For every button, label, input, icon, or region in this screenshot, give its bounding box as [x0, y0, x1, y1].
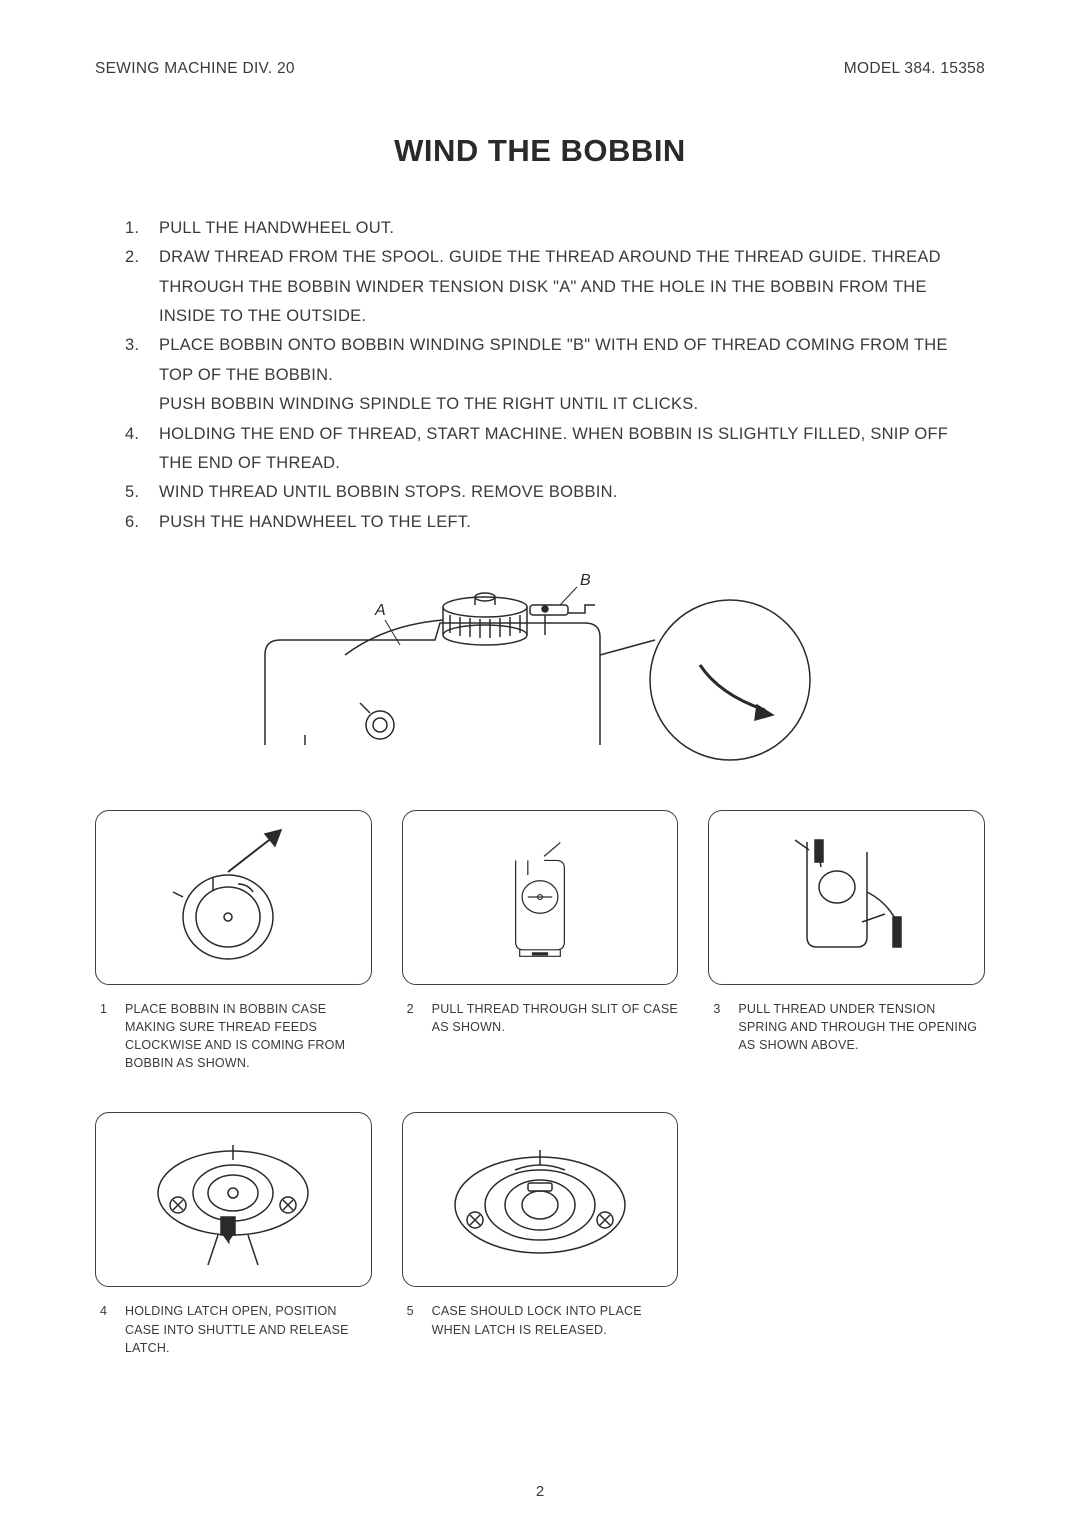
diagram-label-b: B [580, 572, 591, 589]
fig3-illustration [767, 822, 927, 972]
caption-text: PULL THREAD THROUGH SLIT OF CASE AS SHOW… [432, 1000, 679, 1036]
figure-cell-4: 4 HOLDING LATCH OPEN, POSITION CASE INTO… [95, 1112, 372, 1356]
fig5-illustration [430, 1125, 650, 1275]
caption-text: PLACE BOBBIN IN BOBBIN CASE MAKING SURE … [125, 1000, 372, 1073]
page-container: SEWING MACHINE DIV. 20 MODEL 384. 15358 … [0, 0, 1080, 1357]
figure-cell-5: 5 CASE SHOULD LOCK INTO PLACE WHEN LATCH… [402, 1112, 679, 1356]
instruction-text: WIND THREAD UNTIL BOBBIN STOPS. REMOVE B… [159, 478, 975, 507]
instruction-item: 4. HOLDING THE END OF THREAD, START MACH… [125, 420, 975, 479]
instruction-text: PULL THE HANDWHEEL OUT. [159, 214, 975, 243]
figure-grid: 1 PLACE BOBBIN IN BOBBIN CASE MAKING SUR… [95, 810, 985, 1357]
page-header: SEWING MACHINE DIV. 20 MODEL 384. 15358 [95, 60, 985, 78]
instruction-number: 1. [125, 214, 141, 243]
instruction-number: 5. [125, 478, 141, 507]
diagram-label-a: A [374, 602, 386, 619]
figure-caption: 5 CASE SHOULD LOCK INTO PLACE WHEN LATCH… [402, 1302, 679, 1338]
fig4-illustration [133, 1125, 333, 1275]
instruction-number: 6. [125, 508, 141, 537]
instruction-number: 2. [125, 243, 141, 331]
page-title: WIND THE BOBBIN [95, 133, 985, 169]
figure-cell-empty [708, 1112, 985, 1356]
figure-box [708, 810, 985, 985]
figure-box [95, 1112, 372, 1287]
caption-number: 3 [713, 1000, 723, 1054]
instruction-text: PLACE BOBBIN ONTO BOBBIN WINDING SPINDLE… [159, 331, 975, 419]
figure-box [95, 810, 372, 985]
caption-text: CASE SHOULD LOCK INTO PLACE WHEN LATCH I… [432, 1302, 679, 1338]
figure-cell-1: 1 PLACE BOBBIN IN BOBBIN CASE MAKING SUR… [95, 810, 372, 1073]
instruction-text: DRAW THREAD FROM THE SPOOL. GUIDE THE TH… [159, 243, 975, 331]
instruction-text: PUSH THE HANDWHEEL TO THE LEFT. [159, 508, 975, 537]
figure-box [402, 1112, 679, 1287]
caption-number: 4 [100, 1302, 110, 1356]
instruction-list: 1. PULL THE HANDWHEEL OUT. 2. DRAW THREA… [95, 214, 985, 537]
instruction-item: 6. PUSH THE HANDWHEEL TO THE LEFT. [125, 508, 975, 537]
instruction-item: 5. WIND THREAD UNTIL BOBBIN STOPS. REMOV… [125, 478, 975, 507]
figure-caption: 1 PLACE BOBBIN IN BOBBIN CASE MAKING SUR… [95, 1000, 372, 1073]
figure-box [402, 810, 679, 985]
caption-number: 2 [407, 1000, 417, 1036]
instruction-item: 2. DRAW THREAD FROM THE SPOOL. GUIDE THE… [125, 243, 975, 331]
header-right: MODEL 384. 15358 [844, 60, 985, 78]
caption-number: 5 [407, 1302, 417, 1338]
figure-caption: 4 HOLDING LATCH OPEN, POSITION CASE INTO… [95, 1302, 372, 1356]
fig2-illustration [475, 822, 605, 972]
figure-caption: 2 PULL THREAD THROUGH SLIT OF CASE AS SH… [402, 1000, 679, 1036]
figure-cell-3: 3 PULL THREAD UNDER TENSION SPRING AND T… [708, 810, 985, 1073]
instruction-item: 1. PULL THE HANDWHEEL OUT. [125, 214, 975, 243]
main-bobbin-diagram: A B [245, 565, 835, 775]
caption-text: HOLDING LATCH OPEN, POSITION CASE INTO S… [125, 1302, 372, 1356]
figure-caption: 3 PULL THREAD UNDER TENSION SPRING AND T… [708, 1000, 985, 1054]
caption-text: PULL THREAD UNDER TENSION SPRING AND THR… [738, 1000, 985, 1054]
figure-cell-2: 2 PULL THREAD THROUGH SLIT OF CASE AS SH… [402, 810, 679, 1073]
instruction-number: 4. [125, 420, 141, 479]
caption-number: 1 [100, 1000, 110, 1073]
header-left: SEWING MACHINE DIV. 20 [95, 60, 295, 78]
instruction-number: 3. [125, 331, 141, 419]
page-number: 2 [0, 1483, 1080, 1500]
instruction-item: 3. PLACE BOBBIN ONTO BOBBIN WINDING SPIN… [125, 331, 975, 419]
instruction-text: HOLDING THE END OF THREAD, START MACHINE… [159, 420, 975, 479]
fig1-illustration [153, 822, 313, 972]
